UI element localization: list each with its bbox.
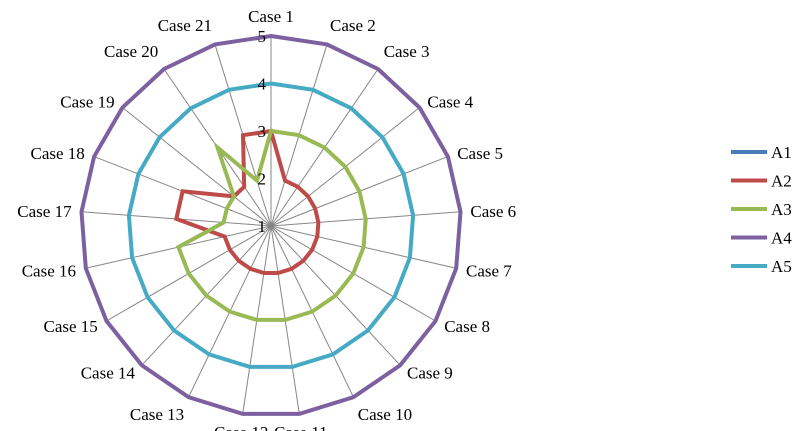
series-line-a5 [126, 81, 416, 369]
legend: A1 A2 A3 A4 A5 [731, 143, 792, 276]
legend-label-a3: A3 [771, 200, 792, 219]
tick-label-5: 5 [258, 27, 267, 46]
case-label-15: Case 15 [44, 317, 98, 336]
case-label-10: Case 10 [358, 405, 412, 424]
case-label-14: Case 14 [81, 364, 136, 383]
case-labels: Case 1 Case 2 Case 3 Case 4 Case 5 Case 6 Case… [17, 7, 516, 431]
case-label-5: Case 5 [457, 144, 503, 163]
case-label-9: Case 9 [407, 364, 453, 383]
tick-label-1: 1 [258, 217, 267, 236]
case-label-3: Case 3 [384, 42, 430, 61]
case-label-7: Case 7 [466, 262, 512, 281]
series-line-a2 [173, 128, 321, 275]
legend-label-a2: A2 [771, 172, 792, 191]
series-line-a4 [79, 33, 463, 416]
case-label-1: Case 1 [248, 7, 294, 26]
case-label-11: Case 11 [274, 423, 328, 431]
case-label-19: Case 19 [60, 92, 114, 111]
series-line-a3 [175, 128, 368, 322]
case-label-2: Case 2 [330, 16, 376, 35]
tick-label-3: 3 [258, 122, 267, 141]
case-label-17: Case 17 [17, 202, 72, 221]
case-label-21: Case 21 [158, 16, 212, 35]
case-label-8: Case 8 [444, 317, 490, 336]
spoke-case-19 [122, 107, 272, 227]
case-label-4: Case 4 [427, 92, 473, 111]
case-label-16: Case 16 [22, 262, 76, 281]
radar-series-group [79, 33, 463, 416]
legend-label-a5: A5 [771, 257, 792, 276]
tick-label-2: 2 [258, 170, 267, 189]
case-label-12: Case 12 [214, 423, 268, 431]
case-label-20: Case 20 [104, 42, 158, 61]
legend-label-a4: A4 [771, 229, 792, 248]
case-label-13: Case 13 [130, 405, 184, 424]
tick-label-4: 4 [258, 75, 267, 94]
case-label-18: Case 18 [31, 144, 85, 163]
case-label-6: Case 6 [470, 202, 516, 221]
legend-label-a1: A1 [771, 143, 792, 162]
radial-tick-labels: 1 2 3 4 5 [258, 27, 267, 236]
